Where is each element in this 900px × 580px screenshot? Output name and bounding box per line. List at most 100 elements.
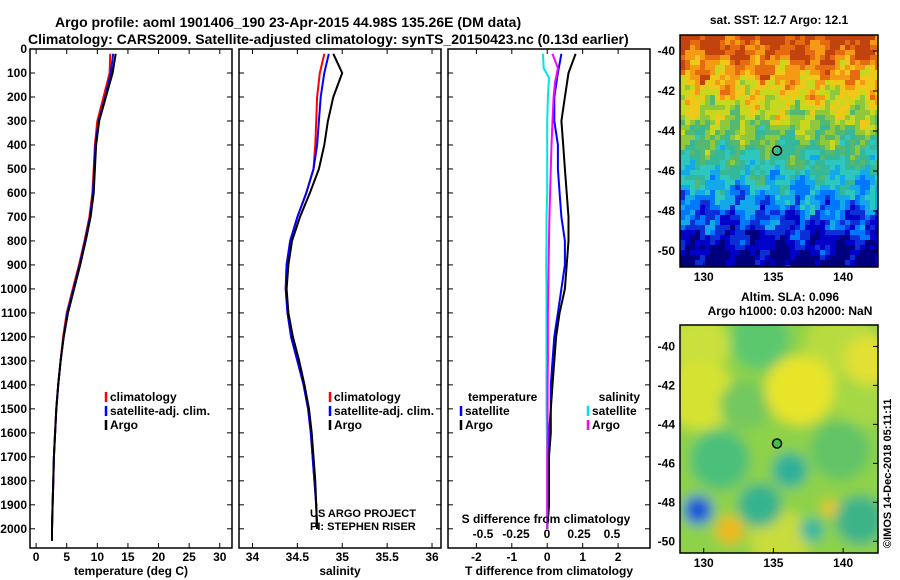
sla-map-ytick-label: -50 xyxy=(658,534,676,548)
temperature-xtick-label: 5 xyxy=(63,550,70,564)
difference-xtick-label: 1 xyxy=(579,550,586,564)
sla-blob xyxy=(690,430,750,490)
sla-blob xyxy=(822,500,838,516)
sla-blob xyxy=(832,372,878,428)
temperature-axes-frame xyxy=(29,48,233,549)
sst-colour-field xyxy=(680,35,878,267)
temperature-xtick-label: 30 xyxy=(213,550,227,564)
sla-blob xyxy=(738,483,782,527)
depth-tick-label: 1100 xyxy=(1,306,27,320)
depth-tick-label: 1200 xyxy=(0,330,27,344)
temperature-legend-label: climatology xyxy=(110,390,177,404)
sla-map-title: Altim. SLA: 0.096 xyxy=(741,290,839,304)
difference-right-legend-label: satellite xyxy=(592,404,637,418)
sla-blob xyxy=(810,420,870,480)
depth-tick-label: 600 xyxy=(7,186,27,200)
sst-map-xtick-label: 130 xyxy=(694,270,714,284)
difference-series-salinity-argo xyxy=(546,53,559,529)
difference-s-tick-label: 0.25 xyxy=(567,527,591,541)
difference-series-temperature-argo xyxy=(546,53,577,529)
temperature-panel: 0 5 10 15 20 25 300100200300400500600700800900… xyxy=(0,42,233,578)
difference-legend-left-heading: temperature xyxy=(468,390,538,404)
depth-tick-label: 400 xyxy=(7,138,27,152)
difference-s-tick-label: -0.25 xyxy=(502,527,530,541)
difference-axes-frame xyxy=(447,48,651,549)
difference-s-xlabel: S difference from climatology xyxy=(462,512,631,526)
temperature-xlabel: temperature (deg C) xyxy=(74,564,188,578)
salinity-xlabel: salinity xyxy=(319,564,361,578)
sst-map-ytick-label: -42 xyxy=(658,84,676,98)
sla-blob xyxy=(765,355,835,425)
depth-tick-label: 1600 xyxy=(0,426,27,440)
sst-map-ytick-label: -44 xyxy=(658,124,676,138)
sla-map-ytick-label: -44 xyxy=(658,417,676,431)
sst-map-ytick-label: -40 xyxy=(658,44,676,58)
temperature-xtick-label: 15 xyxy=(121,550,135,564)
sla-map-subtitle: Argo h1000: 0.03 h2000: NaN xyxy=(708,304,873,318)
difference-xtick-label: -1 xyxy=(506,550,517,564)
temperature-legend-label: satellite-adj. clim. xyxy=(110,404,210,418)
salinity-legend-label: satellite-adj. clim. xyxy=(334,404,434,418)
salinity-xtick-label: 34 xyxy=(246,550,260,564)
sst-map-panel: sat. SST: 12.7 Argo: 12.1 130 135 140 -40 -42… xyxy=(658,13,879,284)
sst-map-ytick-label: -46 xyxy=(658,164,676,178)
salinity-legend-label: Argo xyxy=(334,418,362,432)
salinity-annotation: US ARGO PROJECT xyxy=(310,508,416,520)
salinity-legend-label: climatology xyxy=(334,390,401,404)
depth-tick-label: 0 xyxy=(20,42,27,56)
salinity-xtick-label: 34.5 xyxy=(286,550,310,564)
sla-map-xtick-label: 135 xyxy=(763,556,783,570)
sla-map-xtick-label: 140 xyxy=(833,556,853,570)
sla-colour-field xyxy=(680,325,878,553)
temperature-xtick-label: 20 xyxy=(152,550,166,564)
salinity-panel: 34 34.5 35 35.5 36 salinity climatologysatelli… xyxy=(238,48,442,578)
sla-blob xyxy=(772,452,808,488)
temperature-series-argo xyxy=(51,53,117,541)
difference-panel: -2 -1 0 1 2T difference from climatology S di… xyxy=(447,48,651,578)
depth-tick-label: 800 xyxy=(7,234,27,248)
temperature-legend-label: Argo xyxy=(110,418,138,432)
sla-map-xtick-label: 130 xyxy=(694,556,714,570)
temperature-series-climatology xyxy=(51,53,112,541)
title-line-2: Climatology: CARS2009. Satellite-adjuste… xyxy=(28,31,629,47)
sla-map-ytick-label: -46 xyxy=(658,456,676,470)
salinity-series-satellite-adj-clim- xyxy=(284,53,330,529)
depth-tick-label: 2000 xyxy=(0,522,27,536)
salinity-xtick-label: 36 xyxy=(425,550,439,564)
temperature-xtick-label: 25 xyxy=(182,550,196,564)
difference-xlabel: T difference from climatology xyxy=(465,564,633,578)
sst-map-ytick-label: -50 xyxy=(658,244,676,258)
sla-blob xyxy=(800,518,824,542)
depth-tick-label: 1000 xyxy=(0,282,27,296)
sla-map-ytick-label: -42 xyxy=(658,378,676,392)
depth-tick-label: 1300 xyxy=(0,354,27,368)
difference-left-legend-label: satellite xyxy=(465,404,510,418)
sst-map-frame xyxy=(679,34,879,268)
sla-map-frame xyxy=(679,324,879,554)
difference-xtick-label: 0 xyxy=(544,550,551,564)
difference-s-tick-label: -0.5 xyxy=(473,527,494,541)
sst-map-xtick-label: 140 xyxy=(833,270,853,284)
depth-tick-label: 900 xyxy=(7,258,27,272)
depth-tick-label: 300 xyxy=(7,114,27,128)
difference-s-tick-label: 0.5 xyxy=(604,527,621,541)
sla-blobs xyxy=(680,325,878,553)
sla-blob xyxy=(720,380,770,430)
title-line-1: Argo profile: aoml 1901406_190 23-Apr-20… xyxy=(55,14,521,30)
depth-tick-label: 1700 xyxy=(0,450,27,464)
depth-tick-label: 100 xyxy=(7,66,27,80)
salinity-xtick-label: 35.5 xyxy=(375,550,399,564)
salinity-annotation: PI: STEPHEN RISER xyxy=(310,521,416,533)
sst-map-argo-marker xyxy=(771,145,783,156)
depth-tick-label: 700 xyxy=(7,210,27,224)
salinity-xtick-label: 35 xyxy=(336,550,350,564)
sla-map-argo-marker xyxy=(771,438,783,449)
sst-map-title: sat. SST: 12.7 Argo: 12.1 xyxy=(710,13,849,27)
depth-tick-label: 500 xyxy=(7,162,27,176)
footer-stamp: ©IMOS 14-Dec-2018 05:11:11 xyxy=(882,399,894,548)
depth-tick-label: 1400 xyxy=(0,378,27,392)
salinity-series-argo xyxy=(285,53,344,529)
sla-blob xyxy=(690,502,706,518)
